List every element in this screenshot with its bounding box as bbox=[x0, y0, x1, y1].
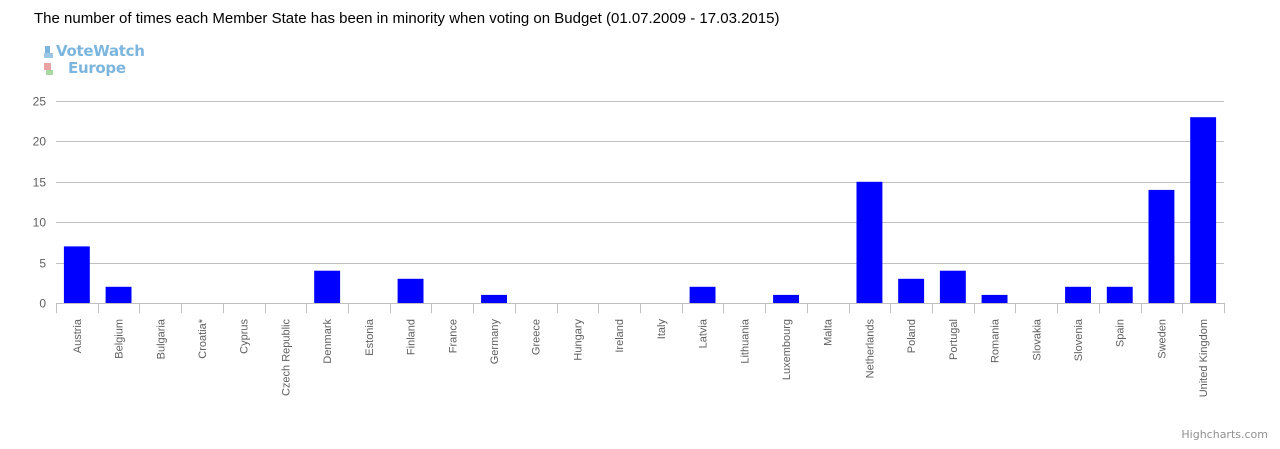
bar bbox=[773, 294, 799, 303]
bar bbox=[981, 294, 1008, 303]
x-tick-label: Sweden bbox=[1156, 319, 1168, 359]
bar bbox=[105, 286, 132, 303]
x-tick-label: Greece bbox=[531, 319, 543, 355]
y-tick-label: 20 bbox=[33, 135, 47, 149]
x-tick-label: Germany bbox=[489, 319, 501, 365]
logo-line1: VoteWatch bbox=[56, 42, 145, 60]
x-tick-label: Slovakia bbox=[1031, 318, 1043, 360]
x-tick-label: Estonia bbox=[364, 318, 376, 356]
x-tick-label: Malta bbox=[823, 318, 835, 346]
bar bbox=[898, 278, 925, 303]
votewatch-logo: VoteWatch Europe bbox=[44, 42, 154, 82]
bar bbox=[689, 286, 716, 303]
bar bbox=[856, 181, 883, 303]
x-tick-label: Ireland bbox=[614, 319, 626, 353]
x-tick-label: Belgium bbox=[114, 319, 126, 359]
bar bbox=[397, 278, 424, 303]
x-tick-label: Austria bbox=[72, 318, 84, 353]
x-tick-label: Finland bbox=[406, 319, 418, 355]
y-tick-label: 5 bbox=[39, 257, 46, 271]
logo-line2: Europe bbox=[68, 59, 126, 77]
x-tick-label: Luxembourg bbox=[781, 319, 793, 380]
x-tick-label: Netherlands bbox=[864, 319, 876, 379]
bar bbox=[1065, 286, 1091, 303]
bar bbox=[939, 270, 966, 303]
bar bbox=[1148, 189, 1175, 303]
x-tick-label: Slovenia bbox=[1073, 318, 1085, 361]
x-tick-label: Croatia* bbox=[197, 318, 209, 358]
y-tick-label: 10 bbox=[33, 216, 47, 230]
bar bbox=[1190, 117, 1217, 303]
x-tick-label: United Kingdom bbox=[1198, 319, 1210, 397]
bar bbox=[481, 294, 507, 303]
x-tick-label: France bbox=[447, 319, 459, 353]
x-tick-label: Bulgaria bbox=[155, 318, 167, 359]
bar bbox=[63, 246, 90, 303]
x-tick-label: Cyprus bbox=[239, 319, 251, 354]
ballot-box-icon bbox=[44, 46, 53, 75]
bar bbox=[1106, 286, 1133, 303]
chart-title: The number of times each Member State ha… bbox=[34, 10, 780, 27]
highcharts-credit[interactable]: Highcharts.com bbox=[1181, 428, 1268, 441]
x-tick-label: Poland bbox=[906, 319, 918, 353]
y-tick-label: 15 bbox=[33, 176, 47, 190]
y-tick-label: 25 bbox=[33, 95, 47, 109]
x-tick-label: Portugal bbox=[948, 319, 960, 360]
x-tick-label: Latvia bbox=[698, 318, 710, 348]
y-tick-label: 0 bbox=[39, 297, 46, 311]
x-tick-label: Hungary bbox=[572, 319, 584, 361]
bar bbox=[314, 270, 341, 303]
x-tick-label: Denmark bbox=[322, 319, 334, 364]
x-tick-label: Spain bbox=[1115, 319, 1127, 347]
x-tick-label: Lithuania bbox=[739, 318, 751, 364]
x-tick-label: Italy bbox=[656, 319, 668, 340]
x-tick-label: Czech Republic bbox=[280, 319, 292, 397]
x-tick-label: Romania bbox=[990, 318, 1002, 363]
